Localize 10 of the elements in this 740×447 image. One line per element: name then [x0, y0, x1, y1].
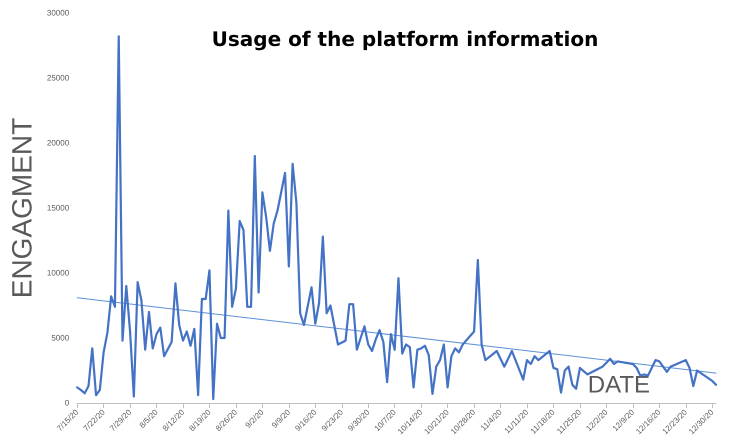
text: Usage of the platform information: [212, 27, 598, 51]
x-axis-title: DATE: [588, 372, 650, 398]
y-tick-label: 15000: [46, 204, 70, 212]
y-tick-label: 10000: [46, 268, 70, 278]
y-tick-label: 25000: [46, 74, 70, 82]
y-tick-label: 5000: [51, 334, 70, 342]
y-axis-title: ENGAGMENT: [6, 118, 38, 298]
y-tick-label: 20000: [46, 138, 70, 148]
y-tick-label: 0: [64, 398, 70, 408]
y-tick-label: 30000: [46, 8, 70, 18]
